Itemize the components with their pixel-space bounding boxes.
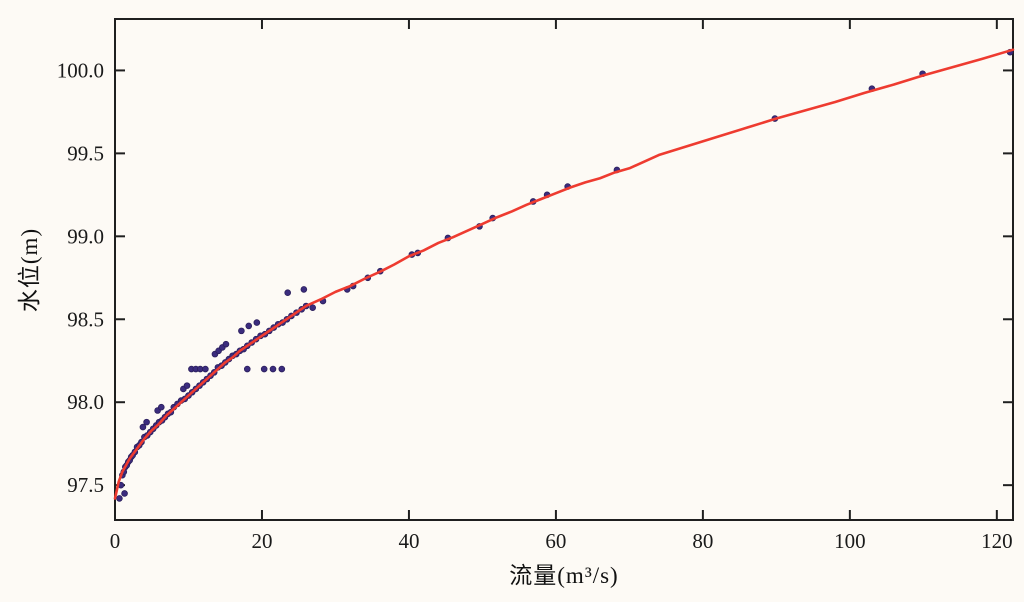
scatter-point <box>238 327 245 335</box>
scatter-point <box>243 365 251 373</box>
scatter-point <box>260 365 268 373</box>
scatter-point <box>222 340 230 348</box>
plot-border <box>114 18 1014 521</box>
scatter-point <box>121 490 128 497</box>
scatter-point <box>143 418 150 426</box>
y-tick-label: 100.0 <box>57 58 104 82</box>
x-tick-label: 80 <box>692 529 713 553</box>
scatter-point <box>116 495 123 502</box>
scatter-point <box>269 365 277 373</box>
y-tick-label: 99.5 <box>67 141 104 165</box>
scatter-point <box>245 322 253 330</box>
x-tick-label: 20 <box>251 529 272 553</box>
fitted-rating-curve <box>113 48 1015 500</box>
x-tick-label: 0 <box>110 529 121 553</box>
x-tick-label: 60 <box>545 529 566 553</box>
x-tick-label: 100 <box>834 529 866 553</box>
x-axis-title: 流量(m³/s) <box>509 563 619 588</box>
scatter-point <box>157 403 165 411</box>
y-tick-label: 97.5 <box>67 473 104 497</box>
scatter-point <box>284 289 291 297</box>
y-axis-title: 水位(m) <box>17 227 42 313</box>
scatter-point <box>139 423 147 431</box>
y-tick-label: 99.0 <box>67 224 104 248</box>
scatter-point <box>278 365 286 373</box>
y-tick-label: 98.5 <box>67 307 104 331</box>
scatter-point <box>183 382 191 389</box>
scatter-point <box>253 319 261 326</box>
scatter-point <box>309 304 316 311</box>
y-tick-label: 98.0 <box>67 390 104 414</box>
x-tick-label: 120 <box>981 529 1013 553</box>
x-tick-label: 40 <box>398 529 419 553</box>
scatter-point <box>202 365 209 373</box>
scatter-point <box>300 286 308 293</box>
